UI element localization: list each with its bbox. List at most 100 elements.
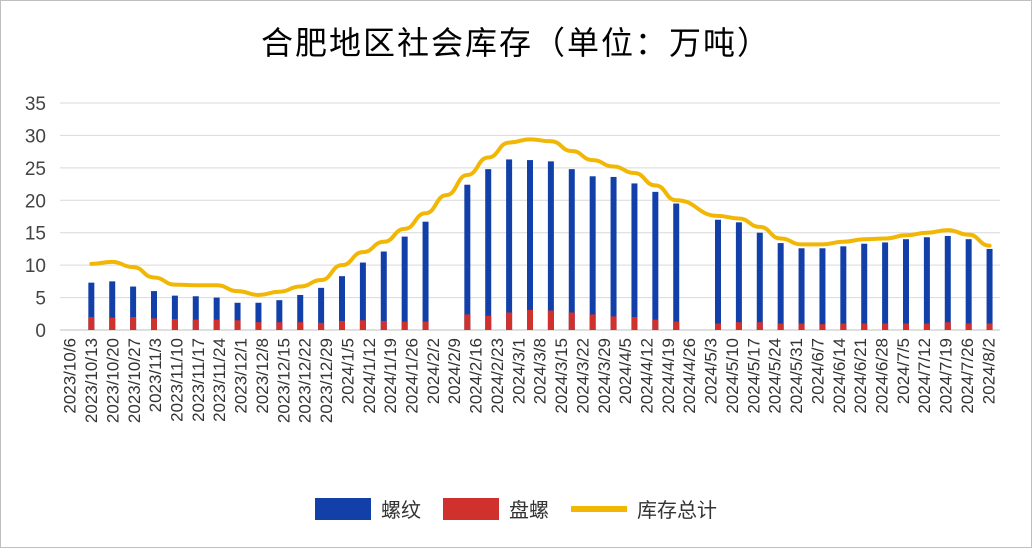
x-tick-label: 2024/6/21 xyxy=(851,338,870,414)
bar-panluo xyxy=(213,319,220,330)
bar-panluo xyxy=(318,322,325,330)
x-tick-label: 2024/4/12 xyxy=(638,338,657,414)
bar-panluo xyxy=(589,314,596,330)
bar-luowen xyxy=(673,203,680,330)
legend-swatch-total xyxy=(571,505,627,512)
bar-panluo xyxy=(506,312,513,330)
bar-luowen xyxy=(986,248,993,330)
bar-luowen xyxy=(882,242,889,330)
x-tick-label: 2023/12/22 xyxy=(296,338,315,423)
bar-panluo xyxy=(151,318,157,330)
x-tick-label: 2023/12/8 xyxy=(253,338,272,414)
x-tick-label: 2023/10/13 xyxy=(82,338,101,423)
x-tick-label: 2024/4/26 xyxy=(680,338,699,414)
x-tick-label: 2023/11/17 xyxy=(189,338,208,422)
bar-panluo xyxy=(380,320,387,330)
chart-legend: 螺纹 盘螺 库存总计 xyxy=(0,494,1032,523)
y-tick-label: 35 xyxy=(25,94,46,115)
bar-luowen xyxy=(359,262,366,330)
line-total xyxy=(89,137,992,297)
bar-luowen xyxy=(965,239,972,330)
x-tick-label: 2024/7/19 xyxy=(937,338,956,414)
x-tick-label: 2023/11/24 xyxy=(210,338,229,422)
bar-panluo xyxy=(568,312,575,330)
x-tick-label: 2024/1/19 xyxy=(381,338,400,414)
bar-luowen xyxy=(276,300,283,330)
bar-panluo xyxy=(464,314,471,330)
x-tick-label: 2023/10/20 xyxy=(103,338,122,423)
bar-panluo xyxy=(986,323,993,330)
bar-panluo xyxy=(652,319,659,330)
bar-luowen xyxy=(756,232,763,330)
y-tick-label: 0 xyxy=(35,321,46,342)
legend-label-luowen: 螺纹 xyxy=(381,498,421,522)
x-tick-label: 2024/2/9 xyxy=(445,338,464,404)
bar-panluo xyxy=(171,318,178,330)
bar-luowen xyxy=(485,169,492,330)
y-tick-label: 10 xyxy=(25,256,46,277)
bar-luowen xyxy=(777,243,784,330)
x-tick-label: 2023/10/6 xyxy=(61,338,80,414)
bar-panluo xyxy=(756,322,763,330)
bar-panluo xyxy=(255,322,262,330)
bar-panluo xyxy=(339,320,345,330)
y-tick-label: 30 xyxy=(25,126,46,147)
x-tick-label: 2023/12/29 xyxy=(317,338,336,423)
bar-luowen xyxy=(819,248,826,330)
bar-panluo xyxy=(944,322,951,330)
bar-panluo xyxy=(401,321,408,330)
bar-luowen xyxy=(422,221,429,330)
x-tick-label: 2024/7/5 xyxy=(894,338,913,404)
x-tick-label: 2024/8/2 xyxy=(979,338,998,404)
bar-panluo xyxy=(777,323,784,330)
x-tick-label: 2024/2/23 xyxy=(488,338,507,414)
bar-luowen xyxy=(151,291,157,330)
x-tick-label: 2024/5/31 xyxy=(787,338,806,414)
x-tick-label: 2024/7/26 xyxy=(958,338,977,414)
bar-luowen xyxy=(903,239,909,330)
y-tick-label: 15 xyxy=(25,224,46,245)
bar-panluo xyxy=(234,320,241,330)
bar-panluo xyxy=(547,310,554,330)
x-tick-label: 2023/12/1 xyxy=(232,338,251,414)
x-tick-label: 2024/2/2 xyxy=(424,338,443,404)
bar-panluo xyxy=(735,322,742,330)
bar-luowen xyxy=(192,296,199,330)
bar-luowen xyxy=(130,286,137,330)
bar-panluo xyxy=(610,316,617,330)
bar-luowen xyxy=(234,302,241,330)
bar-luowen xyxy=(610,176,617,330)
x-tick-label: 2024/3/8 xyxy=(531,338,550,404)
bar-panluo xyxy=(130,317,137,330)
bar-luowen xyxy=(527,160,533,330)
x-tick-label: 2024/1/12 xyxy=(360,338,379,414)
x-tick-label: 2024/5/24 xyxy=(766,338,785,414)
bar-panluo xyxy=(485,315,492,330)
bar-luowen xyxy=(339,276,345,330)
bar-panluo xyxy=(359,320,366,330)
x-tick-label: 2024/3/1 xyxy=(509,338,528,404)
x-tick-label: 2024/7/12 xyxy=(915,338,934,414)
x-tick-label: 2024/3/29 xyxy=(595,338,614,414)
bar-luowen xyxy=(735,222,742,330)
bar-luowen xyxy=(109,281,116,330)
bar-panluo xyxy=(923,323,930,330)
x-tick-label: 2024/3/22 xyxy=(573,338,592,414)
bar-panluo xyxy=(819,324,826,330)
bar-luowen xyxy=(944,235,951,330)
legend-item-total: 库存总计 xyxy=(571,494,717,523)
bar-luowen xyxy=(464,184,471,330)
bar-panluo xyxy=(882,323,889,330)
bar-panluo xyxy=(422,321,429,330)
bar-luowen xyxy=(861,243,868,330)
bar-luowen xyxy=(401,236,408,330)
bar-luowen xyxy=(589,176,596,330)
legend-swatch-luowen xyxy=(315,497,371,520)
bar-luowen xyxy=(547,161,554,330)
legend-label-panluo: 盘螺 xyxy=(509,498,549,522)
bar-luowen xyxy=(297,294,304,330)
x-tick-label: 2023/12/15 xyxy=(274,338,293,423)
y-tick-label: 5 xyxy=(35,289,46,310)
